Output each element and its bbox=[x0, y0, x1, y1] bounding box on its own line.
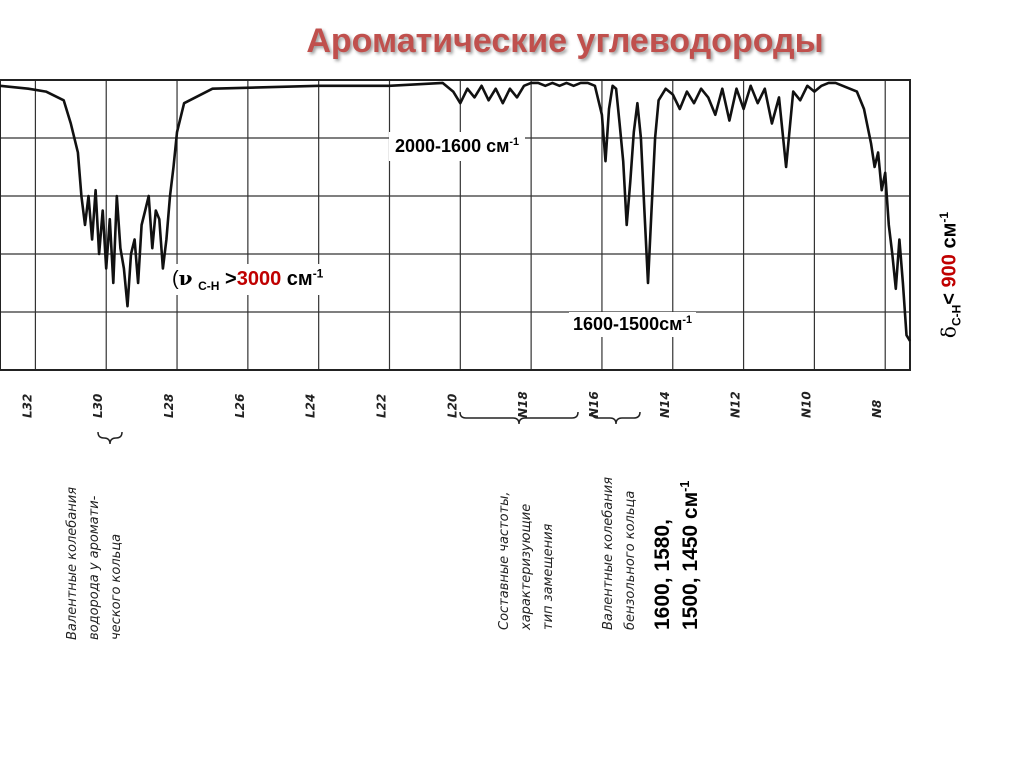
note-overtones: Составные частоты, характеризующие тип з… bbox=[497, 491, 556, 630]
tick-label: L22 bbox=[374, 394, 388, 418]
tick-label: N14 bbox=[658, 391, 672, 418]
spectrum-series-line bbox=[0, 81, 912, 342]
bracket-ch-region bbox=[97, 431, 123, 445]
ir-spectrum-chart: L32 L30 L28 L26 L24 L22 L20 N18 N16 N14 N12 N10 N8 bbox=[0, 79, 912, 445]
tick-label: N18 bbox=[516, 391, 530, 418]
chart-frame bbox=[0, 79, 911, 371]
tick-label: N16 bbox=[587, 391, 601, 418]
bracket-ring-region bbox=[591, 411, 641, 425]
slide-title: Ароматические углеводороды bbox=[306, 22, 824, 60]
range-1600-1500-label: 1600-1500см-1 bbox=[569, 312, 697, 337]
ring-frequency-list: 1600, 1580, 1500, 1450 см-1 bbox=[651, 480, 702, 630]
tick-label: L24 bbox=[304, 394, 318, 418]
tick-label: N8 bbox=[870, 400, 884, 418]
note-ring-stretching: Валентные колебания бензольного кольца bbox=[601, 476, 638, 630]
range-2000-1600-label: 2000-1600 см-1 bbox=[389, 132, 526, 161]
tick-label: N10 bbox=[799, 391, 813, 418]
tick-labels: L32 L30 L28 L26 L24 L22 L20 N18 N16 N14 N12 N10 N8 bbox=[20, 391, 884, 418]
tick-label: L30 bbox=[91, 394, 105, 418]
note-ch-stretching: Валентные колебания водорода у аромати- … bbox=[65, 486, 124, 640]
tick-label: L28 bbox=[162, 394, 176, 418]
tick-label: N12 bbox=[729, 391, 743, 418]
nu-ch-label: (ν C-H >3000 см-1 bbox=[166, 264, 330, 295]
tick-label: L26 bbox=[233, 394, 247, 418]
tick-label: L32 bbox=[20, 394, 34, 418]
plot-frame bbox=[0, 79, 911, 371]
chart-grid bbox=[0, 80, 910, 370]
bracket-overtone-region bbox=[459, 411, 579, 425]
delta-ch-label: δC-H< 900 см-1 bbox=[930, 180, 970, 370]
region-brackets bbox=[97, 411, 641, 445]
tick-label: L20 bbox=[445, 394, 459, 418]
